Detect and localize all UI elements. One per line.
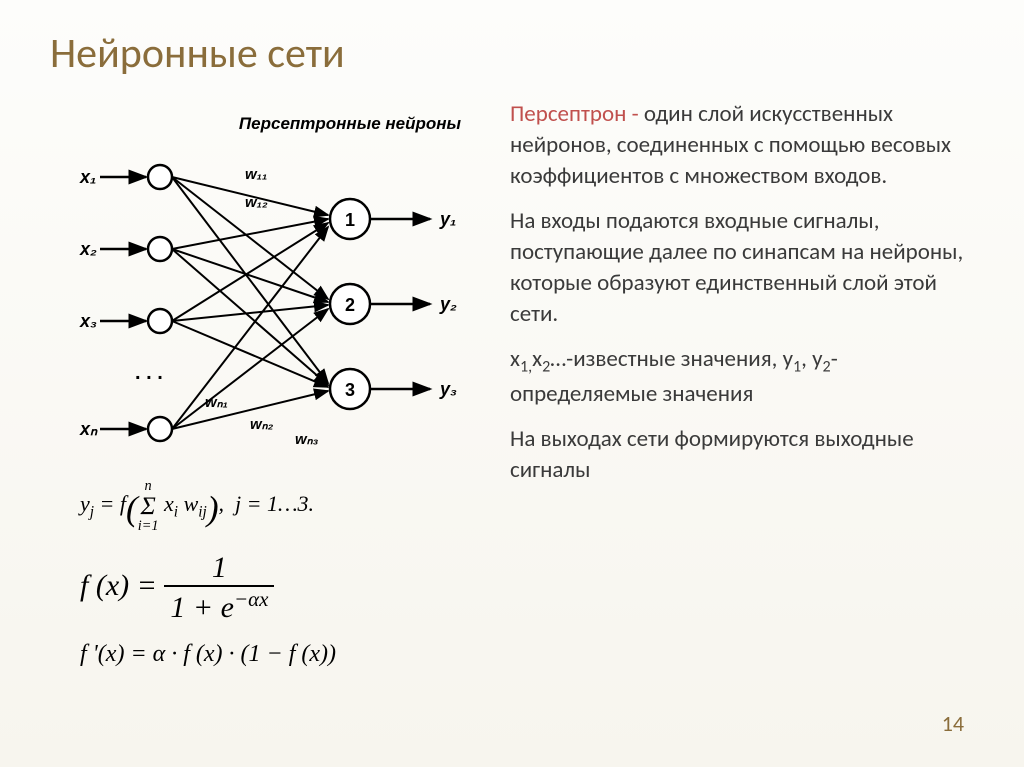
paragraph-1: Персептрон - один слой искусственных ней… [510,99,974,192]
right-column: Персептрон - один слой искусственных ней… [510,99,974,668]
output-label-2: y₂ [439,294,457,314]
term-perceptron: Персептрон - [510,100,644,128]
weight-label: wₙ₁ [205,394,228,411]
input-label-3: x₃ [79,311,97,331]
weight-label: w₁₁ [245,166,267,183]
sum-formula: yj = f(nΣi=1 xi wij), j = 1…3. [80,479,480,533]
output-label-1: y₁ [439,209,456,229]
paragraph-3: x1,x2…-известные значения, y1, y2- опред… [510,344,974,409]
input-label-2: x₂ [79,239,97,259]
activation-formula: f (x) = 11 + e−αx [80,551,480,625]
weight-label: wₙ₃ [295,431,319,448]
page-number: 14 [942,710,964,737]
derivative-formula: f '(x) = α · f (x) · (1 − f (x)) [80,641,480,668]
perceptron-diagram: 1 2 3 Персептронные нейроны x₁ x₂ x₃ xₙ … [50,99,480,469]
output-label-3: y₃ [439,379,457,399]
neuron-label-1: 1 [345,210,355,230]
diagram-header: Персептронные нейроны [239,114,462,133]
weight-label: wₙ₂ [250,416,274,433]
paragraph-2: На входы подаются входные сигналы, посту… [510,206,974,330]
neuron-label-3: 3 [345,380,355,400]
slide-title: Нейронные сети [50,28,974,79]
ellipsis: . . . [135,362,163,384]
input-label-n: xₙ [79,419,98,439]
neuron-label-2: 2 [345,295,355,315]
input-label-1: x₁ [79,167,96,187]
left-column: 1 2 3 Персептронные нейроны x₁ x₂ x₃ xₙ … [50,99,480,668]
weight-label: w₁₂ [245,194,268,211]
paragraph-4: На выходах сети формируются выходные сиг… [510,424,974,486]
content-row: 1 2 3 Персептронные нейроны x₁ x₂ x₃ xₙ … [50,99,974,668]
